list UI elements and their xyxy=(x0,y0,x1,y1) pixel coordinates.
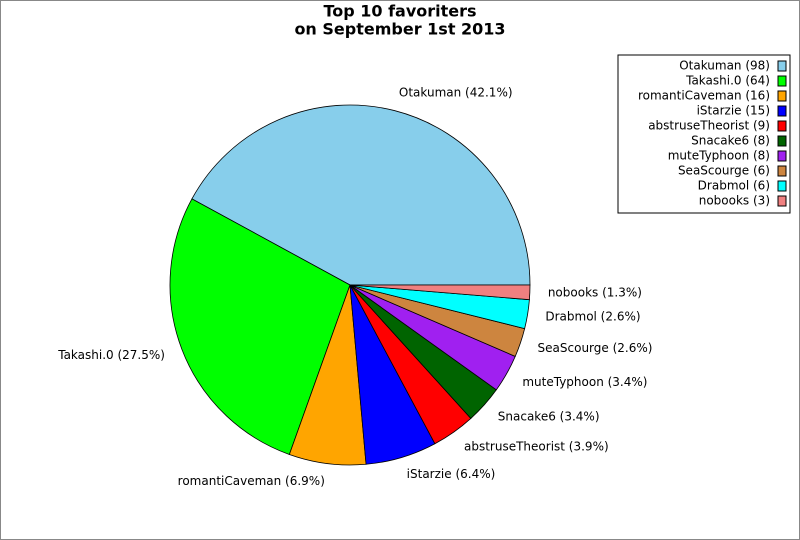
legend-label: iStarzie (15) xyxy=(697,104,770,118)
chart-subtitle: on September 1st 2013 xyxy=(294,20,505,39)
legend-swatch xyxy=(777,135,787,147)
legend-swatch xyxy=(777,90,787,102)
slice-label: Drabmol (2.6%) xyxy=(545,310,640,324)
legend-swatch xyxy=(777,60,787,72)
legend-swatch xyxy=(777,75,787,87)
legend-swatch xyxy=(777,195,787,207)
slice-label: iStarzie (6.4%) xyxy=(407,467,496,481)
legend-swatch xyxy=(777,120,787,132)
slice-label: Takashi.0 (27.5%) xyxy=(57,348,165,362)
legend-label: muteTyphoon (8) xyxy=(668,149,770,163)
legend-box xyxy=(617,54,791,214)
slice-label: romantiCaveman (6.9%) xyxy=(178,474,325,488)
slice-label: abstruseTheorist (3.9%) xyxy=(464,439,609,453)
legend-swatch xyxy=(777,105,787,117)
pie-slice xyxy=(191,104,531,286)
slice-label: nobooks (1.3%) xyxy=(548,286,642,300)
legend-label: Drabmol (6) xyxy=(698,179,770,193)
slice-label: muteTyphoon (3.4%) xyxy=(522,375,647,389)
legend-label: Takashi.0 (64) xyxy=(685,74,770,88)
pie-slice xyxy=(169,198,351,455)
legend-label: nobooks (3) xyxy=(699,194,770,208)
chart-title: Top 10 favoriters xyxy=(323,2,476,21)
pie-slice xyxy=(349,284,531,301)
legend-label: Snacake6 (8) xyxy=(691,134,770,148)
slice-label: Otakuman (42.1%) xyxy=(399,86,513,100)
legend-swatch xyxy=(777,150,787,162)
legend-swatch xyxy=(777,165,787,177)
legend-label: Otakuman (98) xyxy=(679,59,770,73)
legend-label: abstruseTheorist (9) xyxy=(648,119,770,133)
legend-swatch xyxy=(777,180,787,192)
legend-label: SeaScourge (6) xyxy=(678,164,770,178)
slice-label: SeaScourge (2.6%) xyxy=(538,341,653,355)
slice-label: Snacake6 (3.4%) xyxy=(498,409,600,423)
legend-label: romantiCaveman (16) xyxy=(638,89,770,103)
